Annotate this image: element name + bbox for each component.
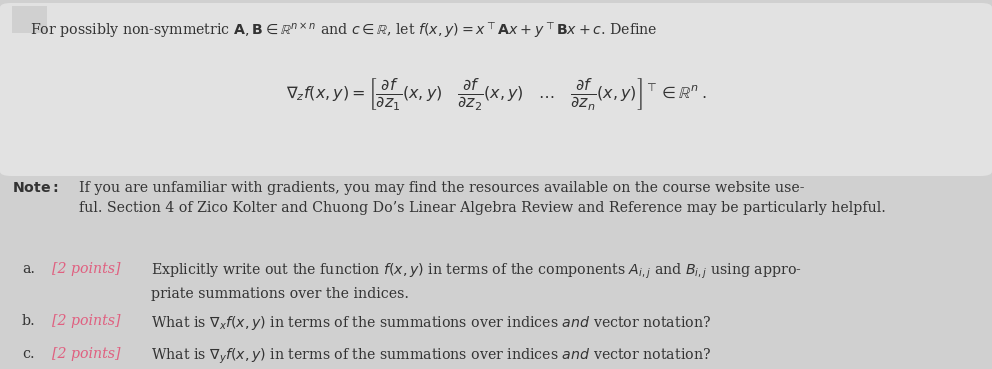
Text: a.: a.: [22, 262, 35, 276]
Text: Explicitly write out the function $f(x,y)$ in terms of the components $A_{i,j}$ : Explicitly write out the function $f(x,y…: [151, 262, 802, 301]
Text: $\nabla_z f(x,y) = \left[\dfrac{\partial f}{\partial z_1}(x,y) \quad \dfrac{\par: $\nabla_z f(x,y) = \left[\dfrac{\partial…: [286, 76, 706, 112]
Text: $\bf{Note:}$: $\bf{Note:}$: [12, 181, 59, 195]
Text: [2 points]: [2 points]: [52, 347, 120, 361]
Text: c.: c.: [22, 347, 35, 361]
Text: b.: b.: [22, 314, 36, 328]
Text: For possibly non-symmetric $\mathbf{A},\mathbf{B} \in \mathbb{R}^{n \times n}$ a: For possibly non-symmetric $\mathbf{A},\…: [30, 20, 658, 40]
Text: If you are unfamiliar with gradients, you may find the resources available on th: If you are unfamiliar with gradients, yo…: [79, 181, 886, 215]
FancyBboxPatch shape: [0, 3, 992, 176]
Text: What is $\nabla_x f(x,y)$ in terms of the summations over indices $\mathit{and}$: What is $\nabla_x f(x,y)$ in terms of th…: [151, 314, 711, 332]
Text: [2 points]: [2 points]: [52, 314, 120, 328]
Text: What is $\nabla_y f(x,y)$ in terms of the summations over indices $\mathit{and}$: What is $\nabla_y f(x,y)$ in terms of th…: [151, 347, 711, 366]
Text: [2 points]: [2 points]: [52, 262, 120, 276]
FancyBboxPatch shape: [12, 6, 47, 33]
